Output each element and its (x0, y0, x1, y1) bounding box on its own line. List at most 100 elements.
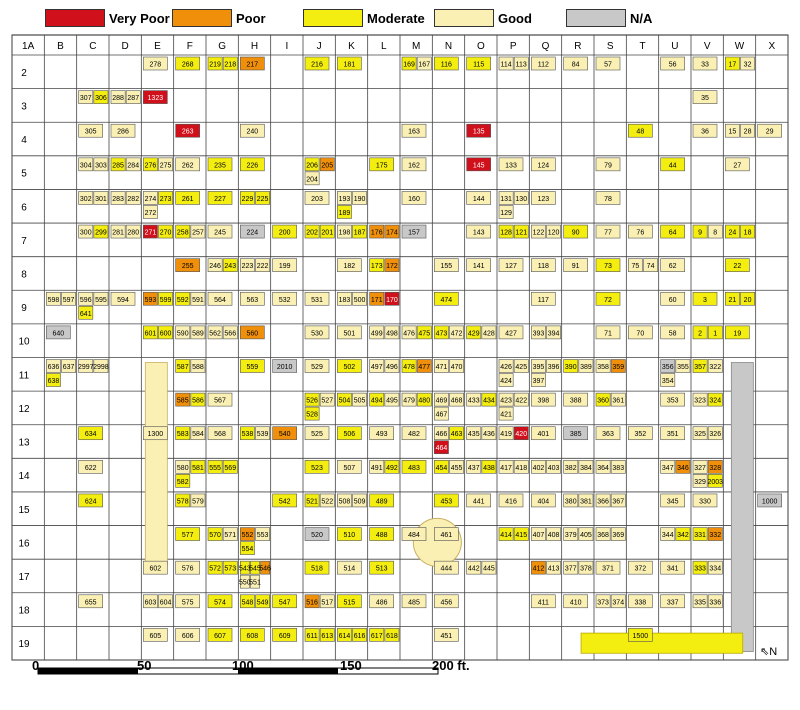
parcel-label-427: 427 (505, 330, 517, 337)
column-header-k: K (348, 41, 355, 52)
legend-item-poor: Poor (172, 8, 266, 28)
parcel-346 (675, 460, 691, 474)
parcel-label-634: 634 (85, 431, 97, 438)
parcel-label-70: 70 (636, 330, 644, 337)
parcel-307 (78, 90, 94, 104)
parcel-368 (595, 527, 611, 541)
parcel-label-471: 471 (436, 364, 448, 371)
parcel-589 (190, 325, 206, 340)
parcel-label-398: 398 (537, 398, 549, 405)
parcel-label-222: 222 (257, 263, 269, 270)
row-label-17: 17 (18, 572, 30, 583)
parcel-73 (595, 258, 621, 272)
parcel-label-201: 201 (321, 230, 333, 237)
parcel-label-182: 182 (343, 263, 355, 270)
parcel-label-477: 477 (418, 364, 430, 371)
parcel-label-453: 453 (440, 498, 452, 505)
parcel-label-583: 583 (177, 431, 189, 438)
parcel-label-368: 368 (597, 532, 609, 539)
parcel-280 (125, 224, 141, 239)
parcel-563 (240, 291, 265, 306)
legend-label: Very Poor (109, 10, 170, 26)
parcel-163 (401, 123, 427, 138)
parcel-label-18: 18 (744, 230, 752, 237)
parcel-461 (434, 527, 459, 541)
parcel-label-382: 382 (565, 465, 577, 472)
parcel-539 (255, 426, 270, 441)
parcel-label-464: 464 (436, 445, 448, 452)
parcel-label-505: 505 (354, 398, 366, 405)
parcel-127 (498, 258, 524, 272)
parcel-352 (628, 426, 653, 441)
parcel-505 (352, 392, 367, 407)
parcel-label-15: 15 (729, 129, 737, 136)
parcel-436 (481, 426, 497, 441)
parcel-label-606: 606 (182, 633, 194, 640)
parcel-label-60: 60 (669, 297, 677, 304)
parcel-label-637: 637 (63, 364, 75, 371)
parcel-label-353: 353 (667, 398, 679, 405)
parcel-361 (610, 392, 626, 407)
parcel-label-114: 114 (500, 62, 511, 69)
column-header-j: J (317, 41, 322, 52)
parcel-359 (610, 359, 626, 373)
parcel-label-36: 36 (701, 129, 709, 136)
parcel-label-19: 19 (733, 330, 741, 337)
parcel-415 (513, 527, 529, 541)
parcel-label-357: 357 (694, 364, 706, 371)
parcel-label-424: 424 (500, 378, 512, 385)
parcel-label-281: 281 (112, 230, 124, 237)
parcel-351 (660, 426, 685, 441)
parcel-407 (531, 527, 546, 541)
parcel-label-282: 282 (127, 196, 139, 203)
parcel-564 (207, 291, 233, 306)
parcel-183 (337, 291, 352, 306)
parcel-label-617: 617 (371, 633, 383, 640)
parcel-393 (531, 325, 546, 340)
parcel-label-336: 336 (709, 599, 721, 606)
parcel-304 (78, 157, 94, 172)
parcel-label-257: 257 (192, 230, 204, 237)
parcel-label-200: 200 (279, 230, 291, 237)
parcel-label-325: 325 (694, 431, 706, 438)
parcel-label-580: 580 (177, 465, 189, 472)
parcel-label-163: 163 (408, 129, 420, 136)
parcel-301 (93, 191, 109, 205)
column-header-w: W (735, 41, 745, 52)
parcel-3 (692, 291, 718, 306)
row-label-16: 16 (18, 538, 30, 549)
parcel-601 (143, 325, 158, 340)
parcel-label-360: 360 (597, 398, 609, 405)
parcel-614 (337, 628, 352, 642)
parcel-label-223: 223 (242, 263, 254, 270)
parcel-label-517: 517 (321, 599, 333, 606)
parcel-473 (434, 325, 449, 340)
legend-swatch (434, 9, 494, 27)
parcel-389 (578, 359, 594, 373)
parcel-364 (595, 460, 611, 474)
parcel-360 (595, 392, 611, 407)
parcel-486 (369, 594, 394, 609)
parcel-482 (401, 426, 427, 441)
parcel-label-527: 527 (321, 398, 333, 405)
parcel-label-118: 118 (538, 263, 549, 270)
parcel-371 (595, 560, 621, 575)
parcel-331 (692, 527, 708, 541)
parcel-label-129: 129 (500, 210, 512, 217)
parcel-17 (725, 56, 740, 71)
parcel-115 (466, 56, 491, 71)
parcel-172 (384, 258, 400, 272)
parcel-18 (740, 224, 755, 239)
parcel-label-169: 169 (403, 62, 415, 69)
parcel-label-371: 371 (602, 566, 614, 573)
parcel-201 (319, 224, 335, 239)
parcel-label-48: 48 (636, 129, 644, 136)
row-label-11: 11 (19, 370, 30, 381)
parcel-label-84: 84 (572, 62, 580, 69)
parcel-label-354: 354 (662, 378, 674, 385)
parcel-label-415: 415 (515, 532, 527, 539)
parcel-label-476: 476 (403, 330, 415, 337)
parcel-label-275: 275 (160, 162, 172, 169)
parcel-label-131: 131 (500, 196, 512, 203)
legend-item-n-a: N/A (566, 8, 652, 28)
